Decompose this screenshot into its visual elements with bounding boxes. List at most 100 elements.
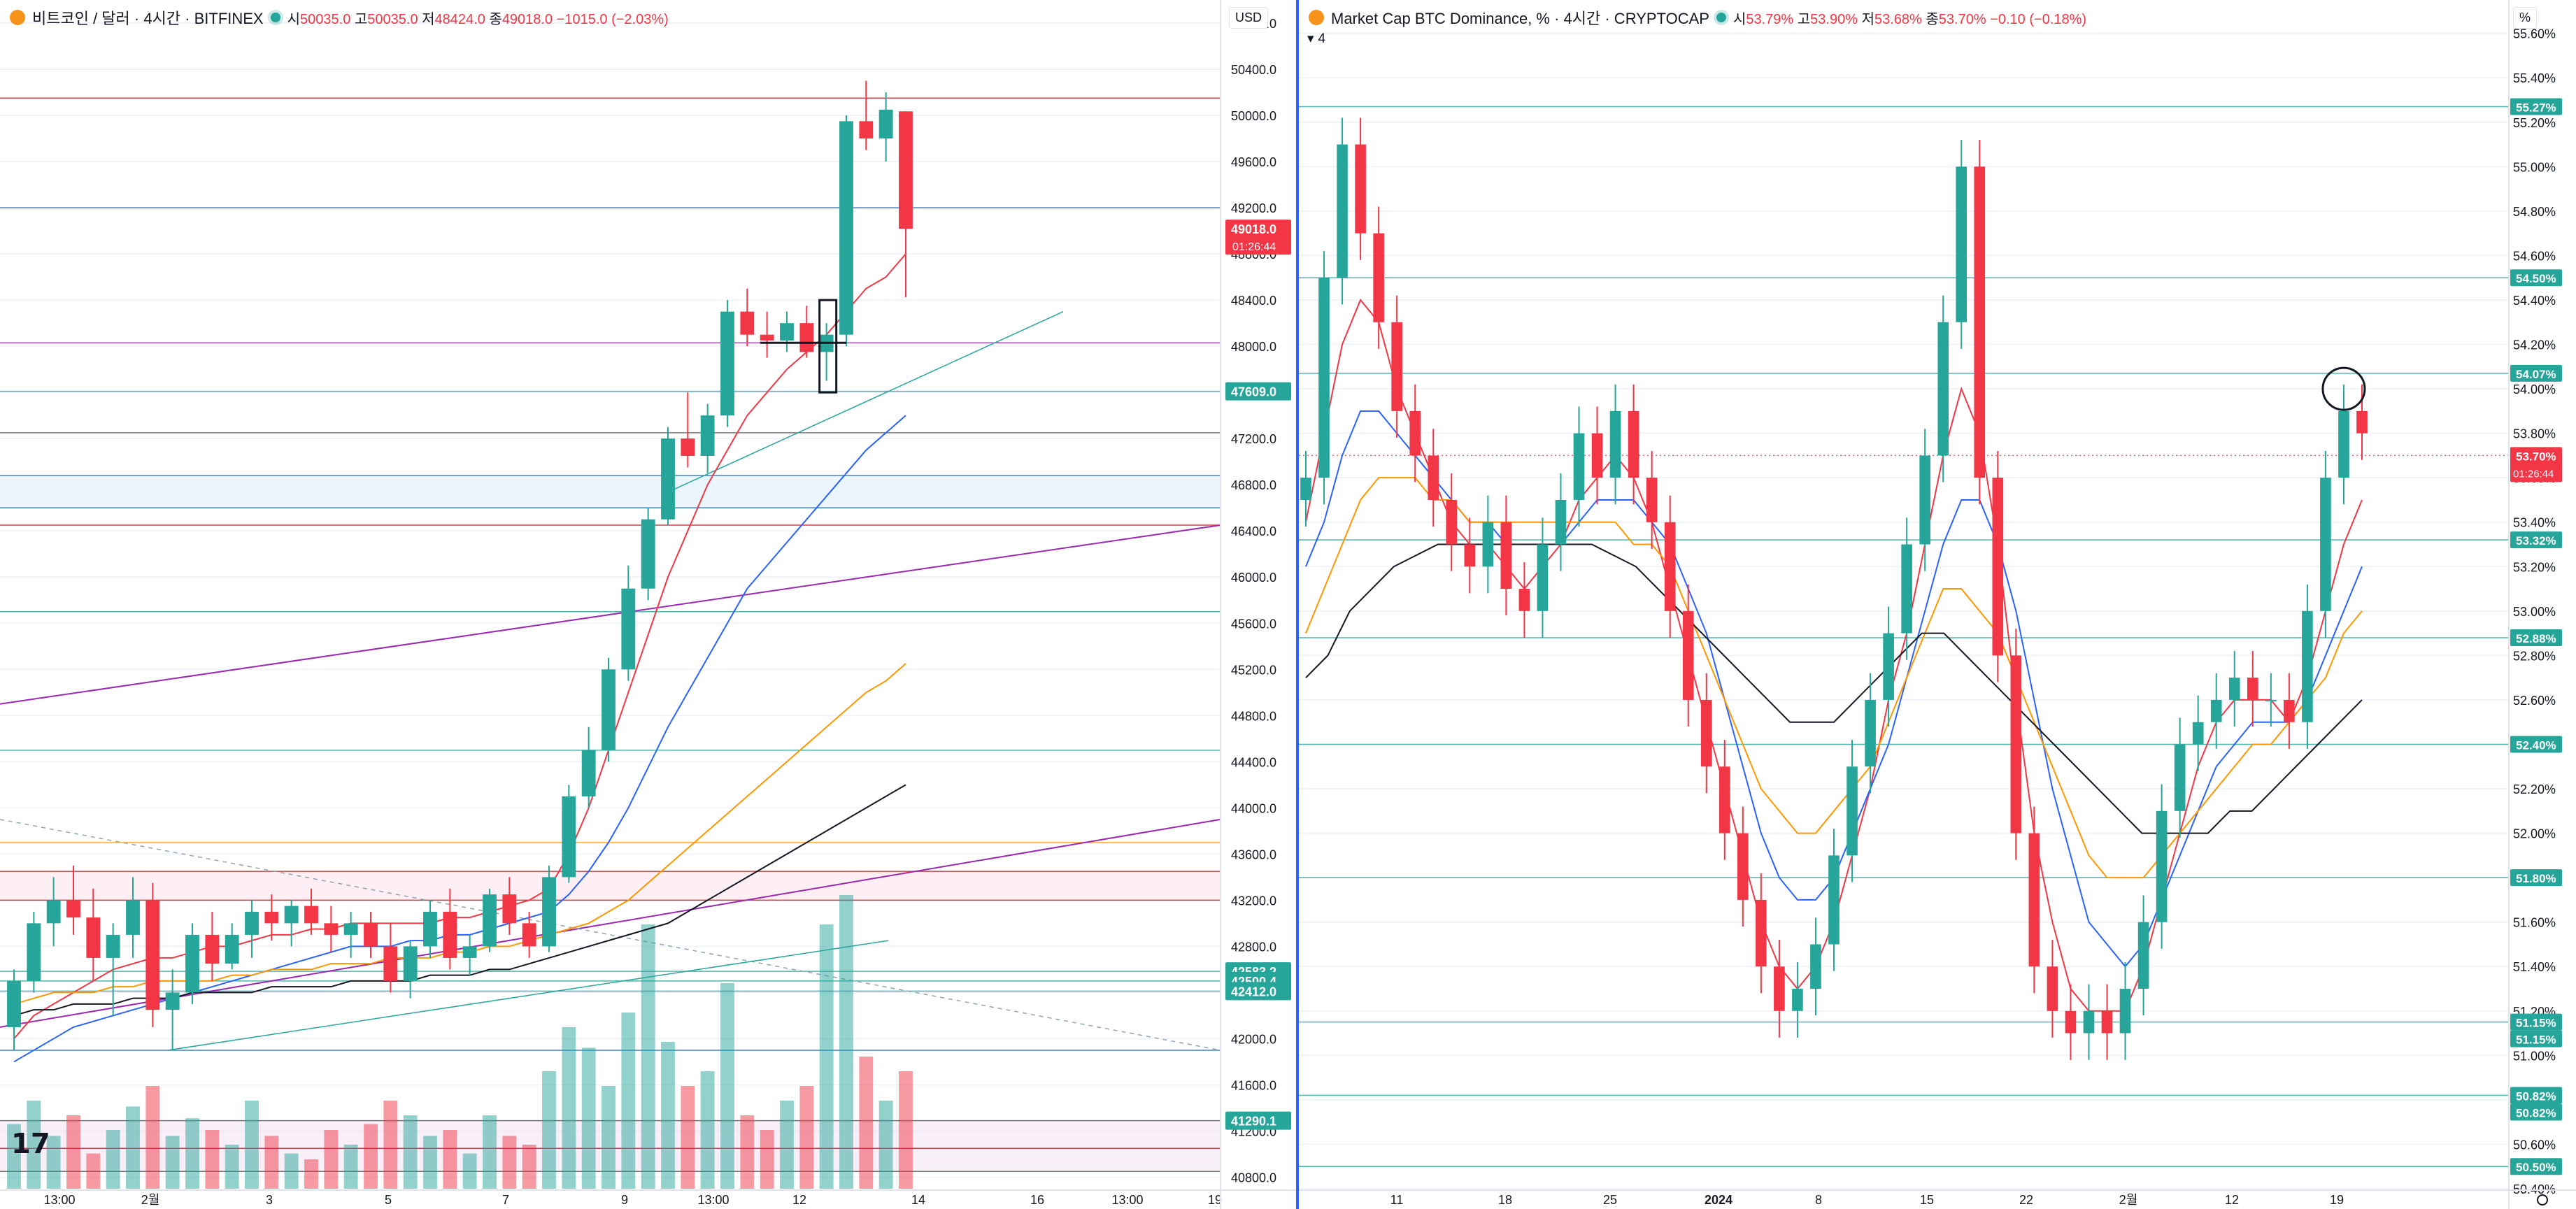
trend-line xyxy=(0,524,1221,705)
tradingview-logo-icon: 𝟭𝟳 xyxy=(11,1129,50,1159)
price-badge-label: 51.15% xyxy=(2516,1017,2556,1030)
right-ohlc: 시53.79% 고53.90% 저53.68% 종53.70% −0.10 (−… xyxy=(1732,11,2087,27)
candle xyxy=(2119,989,2131,1033)
candle xyxy=(245,911,259,935)
candle xyxy=(1373,233,1384,322)
candle xyxy=(799,323,814,352)
price-badge xyxy=(1225,1111,1291,1130)
time-axis-label: 19 xyxy=(1208,1193,1222,1207)
candle xyxy=(2265,699,2277,701)
time-axis-label: 3 xyxy=(266,1193,273,1207)
price-axis-label: 53.00% xyxy=(2513,605,2556,619)
price-badge xyxy=(2510,736,2562,753)
left-symbol-title[interactable]: 비트코인 / 달러 · 4시간 · BITFINEX xyxy=(32,10,264,27)
candle xyxy=(1828,855,1840,945)
volume-bar xyxy=(264,1136,279,1189)
price-axis-label: 46800.0 xyxy=(1231,478,1276,492)
volume-bar xyxy=(780,1101,794,1189)
right-unit-button[interactable]: % xyxy=(2513,7,2538,29)
candle xyxy=(1956,166,1967,322)
volume-bar xyxy=(502,1136,517,1189)
candle xyxy=(284,906,299,924)
candle xyxy=(1537,544,1549,611)
left-chart-pane[interactable]: 50800.050400.050000.049600.049200.048800… xyxy=(0,0,1296,1209)
volume-bar xyxy=(799,1086,814,1189)
price-badge-label: 52.40% xyxy=(2516,738,2556,752)
trend-line xyxy=(671,310,1064,492)
candle xyxy=(899,111,913,229)
time-axis-label: 18 xyxy=(1498,1193,1512,1207)
volume-bar xyxy=(839,895,853,1189)
left-currency-button[interactable]: USD xyxy=(1229,7,1269,29)
annotation-circle xyxy=(2321,366,2366,411)
price-badge xyxy=(2510,98,2562,115)
candle xyxy=(1446,499,1458,545)
candle xyxy=(1737,833,1749,900)
candle xyxy=(2083,1010,2095,1033)
candle xyxy=(502,894,517,924)
volume-bar xyxy=(106,1130,120,1189)
price-badge xyxy=(2510,447,2562,482)
price-badge-label: 51.15% xyxy=(2516,1033,2556,1047)
volume-bar xyxy=(740,1115,755,1189)
candle xyxy=(383,946,398,981)
price-axis-label: 43600.0 xyxy=(1231,847,1276,861)
candle xyxy=(542,877,556,947)
candle xyxy=(2010,655,2022,834)
time-axis-label: 16 xyxy=(1030,1193,1044,1207)
volume-bar xyxy=(581,1047,596,1189)
price-badge-label: 49018.0 xyxy=(1231,222,1276,236)
btc-price-chart[interactable]: 50800.050400.050000.049600.049200.048800… xyxy=(0,0,1296,1209)
volume-bar xyxy=(7,1124,21,1189)
indicator-count-badge[interactable]: ▾ 4 xyxy=(1307,31,1326,47)
countdown-label: 01:26:44 xyxy=(2513,468,2554,480)
price-badge xyxy=(2510,269,2562,287)
price-axis-label: 50000.0 xyxy=(1231,109,1276,123)
candle xyxy=(2101,1010,2113,1033)
price-badge-label: 53.32% xyxy=(2516,534,2556,548)
volume-bar xyxy=(343,1145,358,1189)
price-axis-label: 55.00% xyxy=(2513,160,2556,174)
candle xyxy=(86,917,101,958)
right-legend: Market Cap BTC Dominance, % · 4시간 · CRYP… xyxy=(1309,6,2086,29)
candle xyxy=(1718,766,1730,834)
right-chart-pane[interactable]: 55.60% 55.40% 55.20% 55.00% 54.80% 54.60% 54.4… xyxy=(1299,0,2576,1209)
candle xyxy=(720,311,734,416)
pane-divider[interactable] xyxy=(1296,0,1299,1209)
candle xyxy=(641,519,655,589)
time-axis-label: 9 xyxy=(621,1193,628,1207)
candle xyxy=(1974,166,1986,478)
candle xyxy=(1865,699,1876,767)
candle xyxy=(27,923,41,981)
countdown-label: 01:26:44 xyxy=(1232,241,1276,253)
candle xyxy=(1573,433,1585,500)
price-badge-label: 54.07% xyxy=(2516,368,2556,381)
candle xyxy=(2156,810,2168,922)
volume-bar xyxy=(245,1101,259,1189)
price-badge xyxy=(1225,382,1291,401)
volume-bar xyxy=(443,1130,457,1189)
left-legend: 비트코인 / 달러 · 4시간 · BITFINEX 시50035.0 고500… xyxy=(10,6,669,29)
candle xyxy=(760,334,774,341)
candle xyxy=(1992,478,2004,656)
time-axis-label: 12 xyxy=(2225,1193,2239,1207)
price-axis-label: 48000.0 xyxy=(1231,340,1276,354)
time-axis-label: 25 xyxy=(1603,1193,1617,1207)
price-badge-label: 41290.1 xyxy=(1231,1115,1276,1129)
candle xyxy=(205,934,220,964)
right-symbol-title[interactable]: Market Cap BTC Dominance, % · 4시간 · CRYP… xyxy=(1331,10,1709,27)
price-axis-label: 48400.0 xyxy=(1231,294,1276,308)
volume-bar xyxy=(878,1101,893,1189)
price-axis-label: 44000.0 xyxy=(1231,801,1276,815)
btc-dominance-chart[interactable]: 55.60% 55.40% 55.20% 55.00% 54.80% 54.60% 54.4… xyxy=(1299,0,2576,1209)
price-axis-label: 55.40% xyxy=(2513,71,2556,85)
price-badge-label: 42412.0 xyxy=(1231,985,1276,999)
price-axis-label: 44400.0 xyxy=(1231,755,1276,769)
volume-bar xyxy=(27,1101,41,1189)
trend-line xyxy=(167,940,889,1051)
volume-bar xyxy=(423,1136,437,1189)
candle xyxy=(1682,610,1694,700)
price-axis-label: 54.00% xyxy=(2513,382,2556,396)
bitcoin-icon xyxy=(10,10,25,25)
price-axis-label: 53.20% xyxy=(2513,560,2556,574)
